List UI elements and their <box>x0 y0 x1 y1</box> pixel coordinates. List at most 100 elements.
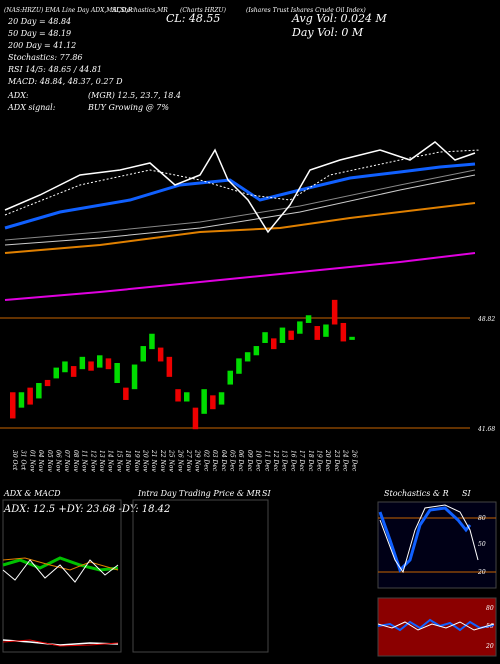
candle <box>166 356 173 377</box>
price-line <box>4 141 476 234</box>
x-tick-label: 29 Nov <box>194 449 201 472</box>
candle <box>227 370 233 385</box>
candle <box>244 352 251 362</box>
candle <box>279 327 286 343</box>
adx-text: ADX: 12.5 +DY: 23.68 -DY: 18.42 <box>3 504 170 515</box>
x-tick-label: 02 Dec <box>202 450 209 472</box>
x-tick-label: 31 Oct <box>20 450 27 471</box>
candle <box>340 322 347 342</box>
candle <box>262 332 268 343</box>
candle <box>18 392 25 408</box>
candle <box>79 356 86 370</box>
panel-title: Stochastics & R <box>384 489 449 498</box>
candle <box>149 333 155 350</box>
x-tick-label: 09 Dec <box>246 450 253 472</box>
panel-si: SI <box>262 489 271 498</box>
tick-label: 20 <box>477 569 486 576</box>
x-tick-label: 11 Nov <box>81 450 88 472</box>
adx-panel: ADX & MACD ADX: 12.5 +DY: 23.68 -DY: 18.… <box>2 489 170 653</box>
y-tick-label: 41.68 <box>477 426 495 433</box>
candle <box>70 366 77 377</box>
x-tick-label: 06 Nov <box>55 450 62 472</box>
x-tick-label: 12 Nov <box>89 450 96 472</box>
candle <box>27 387 33 405</box>
candle <box>349 336 355 340</box>
candle <box>105 358 112 370</box>
header-right: (Ishares Trust Ishares Crude Oil Index) <box>246 7 366 14</box>
legend-item: 200 Day = 41.12 <box>7 41 76 50</box>
panel-border <box>377 501 497 589</box>
x-tick-label: 03 Dec <box>211 450 218 472</box>
candle <box>62 361 68 373</box>
candle <box>44 379 51 387</box>
candle-panel: 48.82 41.68 30 Oct 31 Oct 01 Nov 04 Nov 05 Nov… <box>0 299 495 472</box>
adx-label: ADX: <box>7 91 29 100</box>
band-line <box>4 174 476 246</box>
candle <box>253 346 260 356</box>
x-tick-label: 30 Oct <box>11 450 18 471</box>
adx-line <box>2 559 119 583</box>
candle <box>331 299 338 325</box>
x-tick-label: 07 Nov <box>63 450 70 472</box>
candle <box>184 392 190 402</box>
candle <box>131 364 138 390</box>
stochastics-panel: Stochastics & R SI 80 50 20 80 50 20 <box>377 489 497 657</box>
x-tick-label: 22 Nov <box>159 449 166 472</box>
candle <box>157 347 164 362</box>
candle <box>140 346 146 362</box>
y-tick-label: 48.82 <box>477 316 495 323</box>
x-tick-label: 13 Nov <box>98 450 105 472</box>
candle <box>36 383 42 399</box>
x-tick-label: 20 Dec <box>324 449 331 472</box>
candle <box>114 362 120 384</box>
x-tick-label: 17 Dec <box>298 450 305 472</box>
intraday-panel: Intra Day Trading Price & MR SI <box>132 489 271 653</box>
candle <box>218 392 225 405</box>
x-tick-label: 04 Dec <box>220 450 227 472</box>
candle <box>201 389 207 414</box>
ma20-line <box>4 162 476 230</box>
x-tick-label: 08 Nov <box>72 450 79 472</box>
band-line <box>4 169 476 241</box>
x-tick-label: 04 Nov <box>37 450 44 472</box>
x-tick-label: 19 Dec <box>316 450 323 472</box>
legend-item: MACD: 48.84, 48.37, 0.27 D <box>7 77 123 86</box>
candle <box>323 324 329 337</box>
x-tick-label: 18 Nov <box>124 450 131 472</box>
legend: 20 Day = 48.84 50 Day = 48.19 200 Day = … <box>7 17 181 112</box>
legend-item: 50 Day = 48.19 <box>8 29 71 38</box>
ma50-line <box>4 202 476 254</box>
candle <box>175 389 181 402</box>
adx-values: (MGR) 12.5, 23.7, 18.4 <box>88 91 181 100</box>
panel-border <box>2 499 122 653</box>
candle <box>271 338 277 350</box>
tick-label: 20 <box>485 643 494 650</box>
x-tick-label: 16 Dec <box>289 450 296 472</box>
ma200-line <box>4 252 476 301</box>
header-chart: (Charts HRZU) <box>180 7 227 14</box>
panel-title: Intra Day Trading Price & MR <box>137 489 261 498</box>
macd-line <box>2 639 119 646</box>
legend-item: 20 Day = 48.84 <box>7 17 71 26</box>
x-tick-label: 21 Nov <box>150 449 157 472</box>
x-tick-label: 18 Dec <box>307 450 314 472</box>
day-vol: Day Vol: 0 M <box>291 26 364 39</box>
x-tick-label: 11 Dec <box>263 450 270 472</box>
close: CL: 48.55 <box>166 12 220 25</box>
x-tick-label: 26 Nov <box>176 449 183 472</box>
candle <box>10 392 16 419</box>
candle <box>314 326 320 340</box>
header-left: (NAS:HRZU) EMA Line Day ADX,MACD,R <box>4 7 133 14</box>
x-tick-label: 14 Nov <box>107 450 114 472</box>
rsi-line <box>377 621 495 631</box>
candle <box>123 387 129 400</box>
x-tick-label: 06 Dec <box>237 450 244 472</box>
x-tick-label: 26 Dec <box>350 449 357 472</box>
x-tick-label: 13 Dec <box>281 450 288 472</box>
candle <box>88 361 94 371</box>
panel-title: ADX & MACD <box>3 489 61 498</box>
adx-signal: BUY Growing @ 7% <box>87 103 169 112</box>
stoch-line <box>378 506 472 573</box>
macd-line <box>2 639 119 647</box>
x-tick-label: 01 Nov <box>28 450 35 472</box>
